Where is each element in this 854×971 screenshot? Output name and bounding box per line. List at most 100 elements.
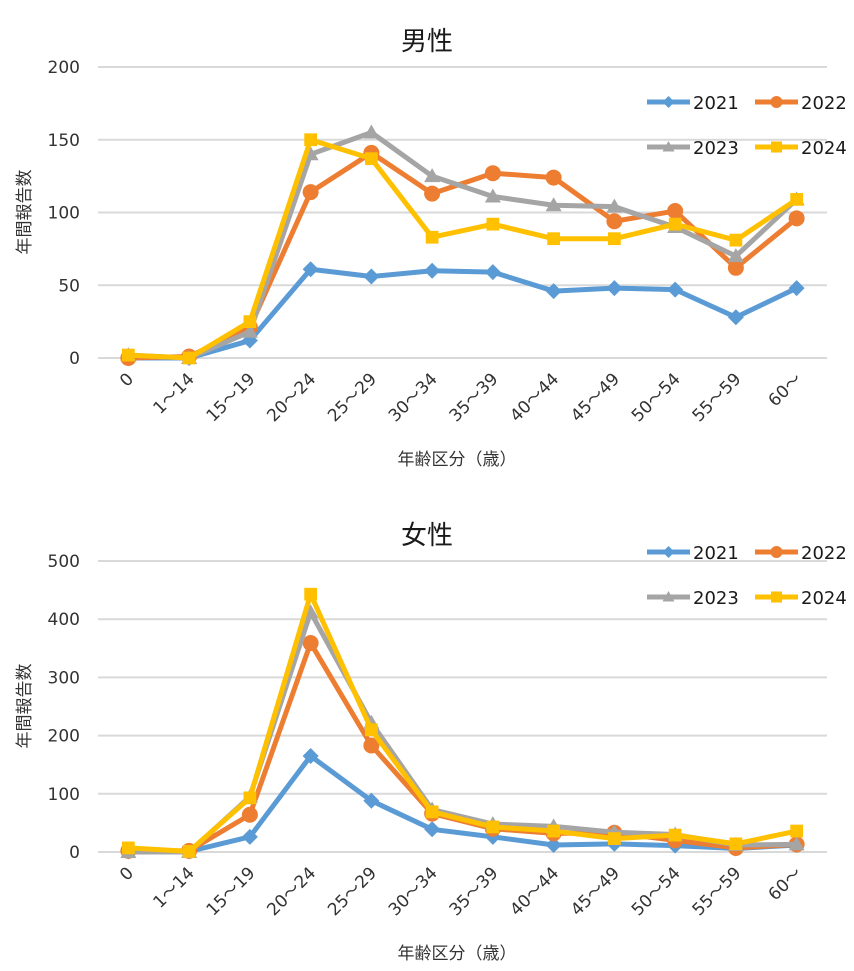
data-point — [302, 261, 319, 278]
chart-title: 男性 — [401, 27, 453, 57]
data-point — [788, 280, 805, 297]
legend-label: 2024 — [801, 138, 847, 159]
series-2022 — [120, 635, 805, 859]
x-tick-label: 40～44 — [506, 863, 563, 920]
legend-label: 2022 — [801, 543, 847, 564]
data-point — [729, 837, 743, 851]
data-point — [606, 213, 623, 230]
legend-label: 2022 — [801, 93, 847, 114]
y-tick-label: 400 — [48, 610, 80, 630]
data-point — [484, 264, 501, 281]
legend-item-2022[interactable]: 2022 — [755, 93, 847, 114]
y-tick-label: 100 — [48, 204, 80, 224]
x-tick-label: 30～34 — [385, 369, 442, 426]
x-tick-label: 60～ — [765, 863, 806, 904]
series-line — [128, 150, 799, 361]
series-lines — [120, 587, 805, 860]
legend-item-2021[interactable]: 2021 — [647, 543, 739, 564]
female-chart: 女性 0 100 200 300 400 500 0 1～14 15～19 20～24 25～29… — [0, 494, 854, 971]
x-tick-label: 25～29 — [324, 863, 381, 920]
legend-item-2022[interactable]: 2022 — [755, 543, 847, 564]
series-2022 — [120, 144, 805, 366]
male-chart: 男性 0 50 100 150 200 0 1～14 15～19 20～24 25～29 30～3… — [15, 27, 847, 470]
data-point — [486, 217, 500, 231]
x-tick-label: 1～14 — [150, 863, 199, 912]
x-tick-label: 0 — [116, 369, 138, 391]
legend-label: 2021 — [693, 543, 739, 564]
data-point — [363, 268, 380, 285]
legend-marker-icon — [662, 141, 675, 152]
data-point — [424, 821, 441, 838]
legend-item-2024[interactable]: 2024 — [755, 588, 847, 609]
chart-title: 女性 — [401, 521, 453, 551]
legend-item-2021[interactable]: 2021 — [647, 93, 739, 114]
data-point — [424, 262, 441, 279]
data-point — [727, 259, 744, 276]
series-line — [128, 753, 797, 854]
legend[interactable]: 2021 2022 2023 2024 — [647, 93, 847, 159]
data-point — [606, 198, 623, 213]
legend-marker-icon — [770, 96, 783, 108]
data-point — [547, 232, 560, 246]
x-tick-labels: 0 1～14 15～19 20～24 25～29 30～34 35～39 40～44 45～49… — [116, 863, 806, 920]
data-point — [302, 184, 319, 201]
x-tick-label: 50～54 — [628, 369, 685, 426]
data-point — [547, 824, 560, 838]
x-tick-label: 35～39 — [446, 863, 503, 920]
data-point — [243, 315, 257, 328]
x-tick-label: 30～34 — [385, 863, 442, 920]
legend-label: 2024 — [801, 588, 847, 609]
legend-label: 2021 — [693, 93, 739, 114]
legend-item-2023[interactable]: 2023 — [647, 138, 739, 159]
data-point — [122, 348, 135, 362]
y-tick-label: 500 — [48, 552, 80, 572]
data-point — [788, 210, 805, 227]
data-point — [363, 737, 380, 754]
y-tick-label: 150 — [48, 131, 80, 151]
data-point — [365, 723, 378, 737]
x-tick-label: 50～54 — [628, 863, 685, 920]
legend-marker-icon — [662, 591, 675, 602]
x-tick-labels: 0 1～14 15～19 20～24 25～29 30～34 35～39 40～44 45～49… — [116, 369, 806, 426]
data-point — [122, 841, 135, 855]
y-tick-label: 0 — [69, 843, 80, 863]
data-point — [304, 587, 317, 601]
data-point — [545, 283, 562, 300]
data-point — [302, 635, 319, 652]
data-point — [667, 281, 684, 298]
y-axis-title: 年間報告数 — [15, 664, 35, 749]
legend[interactable]: 2021 2022 2023 2024 — [647, 543, 847, 609]
series-line — [128, 591, 798, 854]
legend-marker-icon — [770, 546, 783, 558]
data-point — [727, 309, 744, 326]
y-tick-label: 0 — [69, 349, 80, 369]
female-chart-svg: 女性 0 100 200 300 400 500 0 1～14 15～19 20～24 25～29… — [15, 521, 847, 964]
data-point — [606, 280, 623, 297]
data-point — [545, 837, 562, 854]
data-point — [365, 152, 378, 166]
y-tick-label: 200 — [48, 727, 80, 747]
data-point — [182, 351, 196, 365]
x-tick-label: 55～59 — [689, 369, 746, 426]
data-point — [788, 836, 805, 851]
legend-marker-icon — [662, 546, 675, 558]
data-point — [182, 845, 196, 858]
x-tick-label: 35～39 — [446, 369, 503, 426]
data-point — [425, 805, 439, 819]
data-point — [790, 824, 803, 838]
data-point — [727, 248, 744, 263]
x-tick-label: 20～24 — [263, 369, 320, 426]
data-point — [363, 124, 380, 139]
x-tick-label: 1～14 — [150, 369, 199, 418]
data-point — [486, 820, 500, 834]
data-point — [729, 233, 743, 247]
male-chart-svg: 男性 0 50 100 150 200 0 1～14 15～19 20～24 25～29 30～3… — [15, 27, 847, 470]
legend-item-2023[interactable]: 2023 — [647, 588, 739, 609]
data-point — [608, 832, 621, 845]
legend-marker-icon — [662, 96, 675, 108]
y-tick-label: 300 — [48, 668, 80, 688]
legend-item-2024[interactable]: 2024 — [755, 138, 847, 159]
legend-marker-icon — [770, 141, 783, 153]
data-point — [241, 828, 258, 845]
data-point — [608, 232, 621, 246]
